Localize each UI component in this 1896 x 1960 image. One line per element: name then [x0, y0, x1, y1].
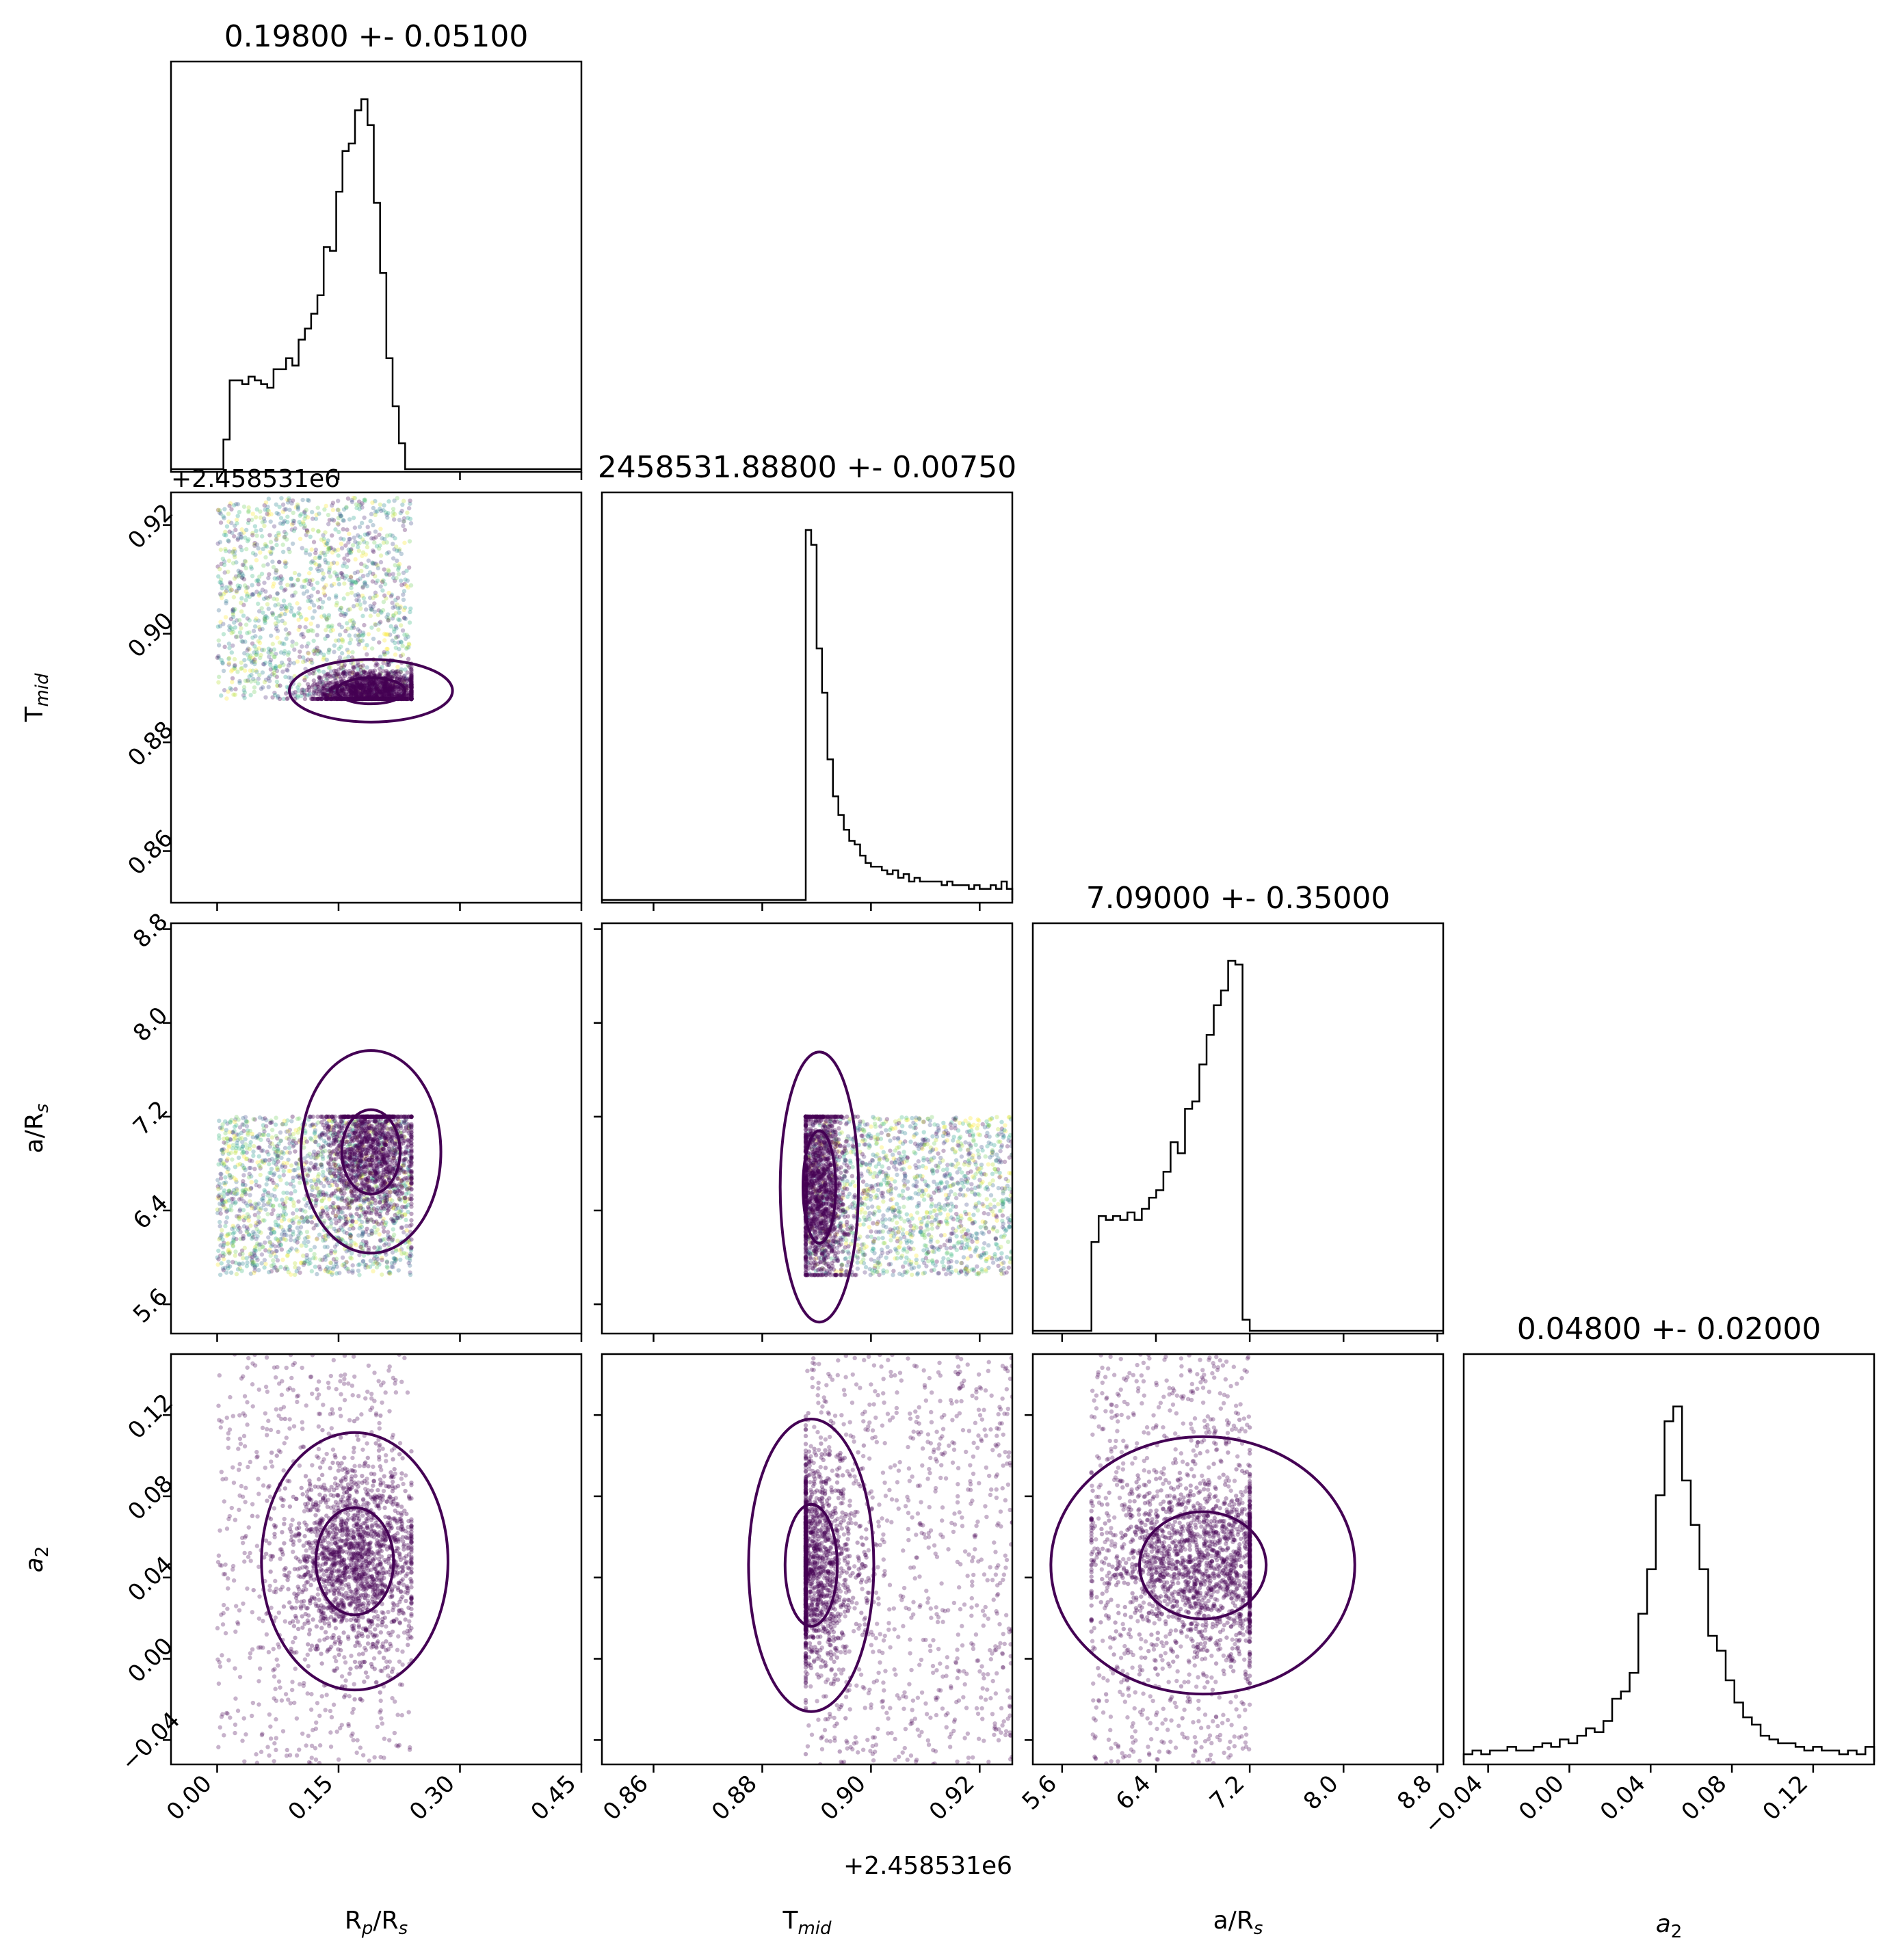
scatter-panel-rp-tmid: 0.860.880.900.92	[122, 491, 583, 911]
contour-line	[335, 676, 407, 706]
panel-title: 7.09000 +- 0.35000	[1086, 881, 1391, 916]
hist-axes-a2	[1462, 1353, 1875, 1766]
y-tick-label: 5.6	[128, 1283, 174, 1329]
x-tick-label: 0.90	[815, 1770, 871, 1826]
contour-line	[1138, 1510, 1268, 1621]
histogram-rp	[171, 98, 581, 471]
x-tick-label: 0.86	[598, 1770, 654, 1826]
contour-line	[260, 1431, 449, 1692]
x-tick-label: 0.04	[1595, 1770, 1651, 1826]
contour-line	[288, 658, 454, 724]
axis-label: Rp/Rs	[345, 1907, 408, 1939]
x-tick-label: 0.45	[526, 1770, 582, 1826]
y-tick-label: 6.4	[128, 1189, 174, 1235]
scatter-axes-tmid-a2	[601, 1353, 1014, 1766]
scatter-points	[215, 495, 454, 724]
hist-panel-rp: 0.19800 +- 0.05100	[170, 19, 583, 480]
x-tick-label: 0.08	[1676, 1770, 1733, 1826]
scatter-points	[215, 1354, 449, 1764]
axis-label: a/Rs	[21, 1104, 53, 1154]
hist-panel-ars: 7.09000 +- 0.35000	[1031, 881, 1445, 1342]
hist-axes-tmid	[601, 491, 1014, 904]
contour-line	[1049, 1435, 1356, 1696]
contour-line	[300, 1049, 443, 1255]
scatter-panel-tmid-ars	[594, 922, 1014, 1342]
y-tick-label: 8.0	[128, 1002, 174, 1048]
axis-label: Tmid	[21, 673, 53, 723]
axis-label: a2	[1656, 1910, 1683, 1942]
hist-axes-rp	[170, 60, 583, 473]
contour-line	[783, 1502, 839, 1628]
contour-line	[778, 1050, 860, 1324]
scatter-points	[747, 1354, 1012, 1764]
histogram-tmid	[602, 529, 1014, 901]
contour-line	[340, 1108, 401, 1196]
x-tick-label: 0.00	[1514, 1770, 1570, 1826]
scatter-axes-rp-a2	[170, 1353, 583, 1766]
x-tick-label: 0.92	[924, 1770, 980, 1826]
contour-line	[802, 1129, 837, 1245]
x-tick-label: 0.00	[161, 1770, 218, 1826]
panel-title: 0.04800 +- 0.02000	[1517, 1312, 1821, 1347]
contour-line	[747, 1418, 875, 1713]
x-tick-label: 5.6	[1017, 1770, 1063, 1816]
y-tick-label: 8.8	[128, 908, 174, 954]
scatter-axes-tmid-ars	[601, 922, 1014, 1335]
scatter-panel-rp-a2: 0.00 0.15 0.30 0.45−0.040.000.040.080.12	[116, 1353, 583, 1826]
scatter-axes-rp-ars	[170, 922, 583, 1335]
y-tick-label: −0.04	[116, 1707, 185, 1777]
scatter-panel-rp-ars: 5.6 6.4 7.2 8.0 8.8	[128, 908, 583, 1342]
histogram-ars	[1033, 959, 1443, 1332]
scatter-panel-ars-a2: 5.6 6.4 7.2 8.0 8.8	[1017, 1353, 1445, 1816]
hist-axes-ars	[1031, 922, 1445, 1335]
y-offset-label: +2.458531e6	[171, 465, 340, 493]
x-tick-label: 6.4	[1111, 1770, 1157, 1816]
panel-title: 0.19800 +- 0.05100	[224, 19, 529, 54]
x-tick-label: −0.04	[1419, 1770, 1488, 1840]
x-tick-label: 8.0	[1298, 1770, 1344, 1816]
panels: 0.19800 +- 0.05100 2458531.88800 +- 0.007…	[21, 19, 1875, 1942]
axis-label: a2	[21, 1546, 53, 1573]
hist-panel-tmid: 2458531.88800 +- 0.00750	[598, 450, 1017, 911]
x-offset-label: +2.458531e6	[843, 1852, 1012, 1880]
panel-title: 2458531.88800 +- 0.00750	[598, 450, 1017, 485]
axis-label: a/Rs	[1213, 1907, 1263, 1939]
hist-panel-a2: 0.04800 +- 0.02000 −0.04 0.00 0.04 0.08 0.12 a…	[1419, 1312, 1875, 1942]
contour-line	[314, 1506, 395, 1617]
scatter-points	[1049, 1354, 1356, 1764]
x-tick-label: 0.15	[283, 1770, 339, 1826]
x-tick-label: 0.30	[404, 1770, 460, 1826]
x-tick-label: 0.88	[707, 1770, 763, 1826]
histogram-a2	[1462, 1405, 1875, 1762]
x-tick-label: 0.12	[1757, 1770, 1813, 1826]
y-tick-label: 7.2	[128, 1096, 174, 1141]
axis-label: Tmid	[782, 1907, 832, 1939]
scatter-points	[778, 1050, 1012, 1324]
x-tick-label: 7.2	[1204, 1770, 1250, 1816]
scatter-axes-ars-a2	[1031, 1353, 1445, 1766]
scatter-points	[215, 1049, 443, 1277]
scatter-axes-rp-tmid	[170, 491, 583, 904]
scatter-panel-tmid-a2: 0.86 0.88 0.90 0.92	[594, 1353, 1014, 1826]
